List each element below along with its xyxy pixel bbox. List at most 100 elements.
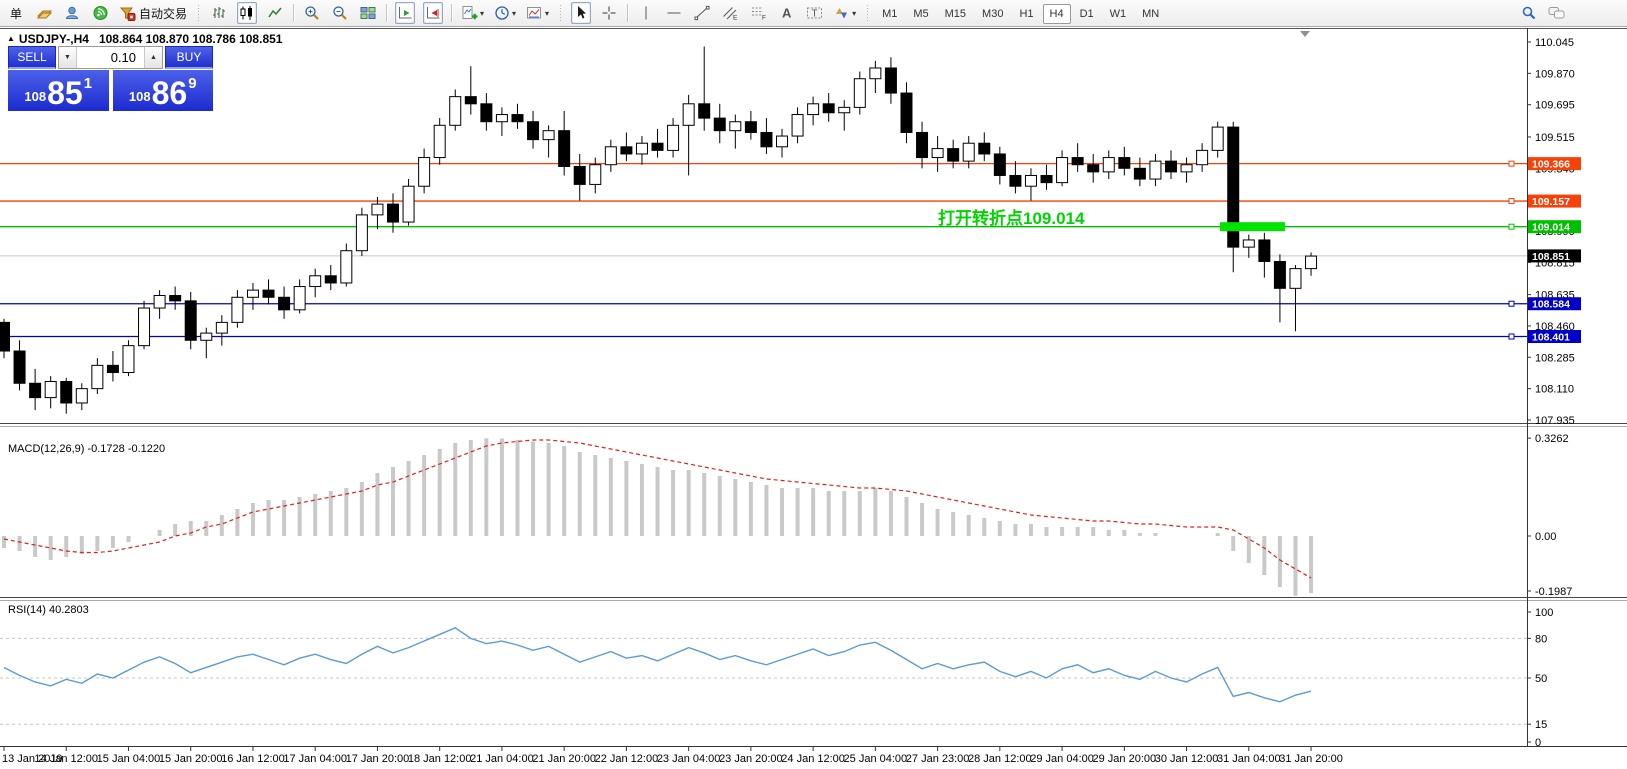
chat-icon — [1548, 5, 1566, 21]
line-view-button[interactable] — [265, 2, 285, 24]
line-handle[interactable] — [1508, 198, 1515, 205]
triangle-down-icon — [64, 54, 71, 61]
zoom-in-icon — [304, 5, 320, 21]
price-axis[interactable]: 110.045109.870109.695109.515109.340108.9… — [1527, 37, 1581, 427]
chevron-down-icon — [852, 9, 856, 18]
macd-signal-line — [3, 439, 1312, 579]
bars-view-button[interactable] — [209, 2, 229, 24]
svg-text:14 Jan 12:00: 14 Jan 12:00 — [34, 753, 98, 765]
auto-scroll-icon — [397, 5, 413, 21]
buy-price-box[interactable]: 108 86 9 — [112, 70, 213, 111]
line-handle[interactable] — [1508, 333, 1515, 340]
svg-text:108.110: 108.110 — [1535, 384, 1574, 396]
macd-histogram — [2, 438, 1314, 596]
candlestick-series — [0, 46, 1318, 414]
chevron-down-icon — [480, 9, 484, 18]
vertical-line-button[interactable] — [636, 2, 656, 24]
pane-borders — [0, 28, 1627, 747]
price-level-badge — [1528, 330, 1581, 344]
svg-text:109.870: 109.870 — [1535, 68, 1575, 80]
crosshair-button[interactable] — [599, 2, 619, 24]
price-level-badge — [1528, 220, 1581, 234]
zoom-in-button[interactable] — [302, 2, 322, 24]
svg-text:108.401: 108.401 — [1532, 332, 1570, 344]
sell-button-label: SELL — [17, 50, 47, 64]
svg-text:108.460: 108.460 — [1535, 321, 1575, 333]
auto-scroll-button[interactable] — [395, 2, 416, 24]
svg-text:15 Jan 20:00: 15 Jan 20:00 — [159, 753, 223, 765]
chart-shift-button[interactable] — [423, 2, 444, 24]
timeframe-H1[interactable]: H1 — [1019, 8, 1034, 20]
svg-text:28 Jan 12:00: 28 Jan 12:00 — [968, 753, 1032, 765]
volume-input[interactable]: 0.10 — [77, 47, 144, 68]
timeframe-M30[interactable]: M30 — [982, 8, 1004, 20]
trendline-button[interactable] — [692, 2, 712, 24]
sell-button[interactable]: SELL — [8, 46, 56, 69]
community-button[interactable] — [62, 2, 82, 24]
volume-increase-button[interactable] — [144, 47, 162, 68]
history-center-button[interactable] — [34, 2, 54, 24]
svg-text:30 Jan 12:00: 30 Jan 12:00 — [1155, 753, 1219, 765]
svg-text:50: 50 — [1535, 673, 1547, 685]
arrows-button[interactable] — [832, 2, 857, 24]
bars-chart-icon — [211, 5, 227, 21]
cursor-icon — [573, 5, 589, 21]
timeframe-M15[interactable]: M15 — [944, 8, 967, 20]
timeframe-group: M1 M5 M15 M30 H1 H4 D1 W1 MN — [874, 4, 1167, 24]
scroll-marker-icon — [1300, 31, 1310, 37]
volume-decrease-button[interactable] — [59, 47, 77, 68]
indicators-button[interactable] — [460, 2, 485, 24]
line-chart-icon — [267, 5, 283, 21]
cursor-button[interactable] — [571, 2, 592, 24]
buy-price-big: 86 — [151, 75, 188, 111]
templates-button[interactable] — [525, 2, 550, 24]
channel-icon: E — [722, 5, 739, 21]
svg-text:109.014: 109.014 — [1532, 222, 1570, 234]
horizontal-line-button[interactable] — [664, 2, 684, 24]
triangle-up-icon — [150, 54, 157, 61]
svg-text:-0.1987: -0.1987 — [1535, 586, 1572, 598]
tile-windows-button[interactable] — [358, 2, 378, 24]
timeframe-D1[interactable]: D1 — [1079, 8, 1094, 20]
svg-text:T: T — [811, 9, 817, 20]
one-click-trading-panel: SELL 0.10 BUY 108 85 1 108 86 9 — [8, 46, 213, 111]
channel-button[interactable]: E — [720, 2, 740, 24]
price-level-badge — [1528, 297, 1581, 311]
timeframe-M5[interactable]: M5 — [913, 8, 929, 20]
search-button[interactable] — [1519, 2, 1539, 24]
periods-button[interactable] — [493, 2, 517, 24]
new-order-button[interactable]: 单 — [6, 2, 26, 24]
text-icon: A — [779, 5, 793, 21]
ohlc-values: 108.864 108.870 108.786 108.851 — [98, 32, 283, 46]
svg-text:25 Jan 04:00: 25 Jan 04:00 — [844, 753, 908, 765]
svg-text:17 Jan 04:00: 17 Jan 04:00 — [283, 753, 347, 765]
autotrading-button[interactable]: 自动交易 — [118, 2, 188, 24]
timeframe-M1[interactable]: M1 — [882, 8, 898, 20]
signals-button[interactable] — [90, 2, 110, 24]
zoom-out-button[interactable] — [330, 2, 350, 24]
sell-price-box[interactable]: 108 85 1 — [8, 70, 109, 111]
line-handle[interactable] — [1508, 160, 1515, 167]
svg-text:108.584: 108.584 — [1532, 299, 1570, 311]
line-handle[interactable] — [1508, 300, 1515, 307]
svg-text:31 Jan 20:00: 31 Jan 20:00 — [1279, 753, 1343, 765]
timeframe-MN[interactable]: MN — [1142, 8, 1160, 20]
price-level-badge — [1528, 157, 1581, 171]
text-button[interactable]: A — [776, 2, 796, 24]
chevron-down-icon — [545, 9, 549, 18]
line-handle[interactable] — [1508, 223, 1515, 230]
timeframe-W1[interactable]: W1 — [1109, 8, 1127, 20]
timeframe-H4[interactable]: H4 — [1042, 4, 1071, 24]
candlestick-chart-icon — [239, 5, 255, 21]
fibonacci-button[interactable]: F — [748, 2, 768, 24]
svg-text:29 Jan 04:00: 29 Jan 04:00 — [1030, 753, 1094, 765]
chat-button[interactable] — [1547, 2, 1567, 24]
buy-button-label: BUY — [176, 50, 202, 64]
buy-button[interactable]: BUY — [165, 46, 213, 69]
candles-view-button[interactable] — [237, 2, 258, 24]
macd-axis: 0.3262 0.00 -0.1987 — [1527, 433, 1572, 598]
text-label-button[interactable]: T — [804, 2, 824, 24]
symbol-marker-icon — [7, 34, 15, 43]
